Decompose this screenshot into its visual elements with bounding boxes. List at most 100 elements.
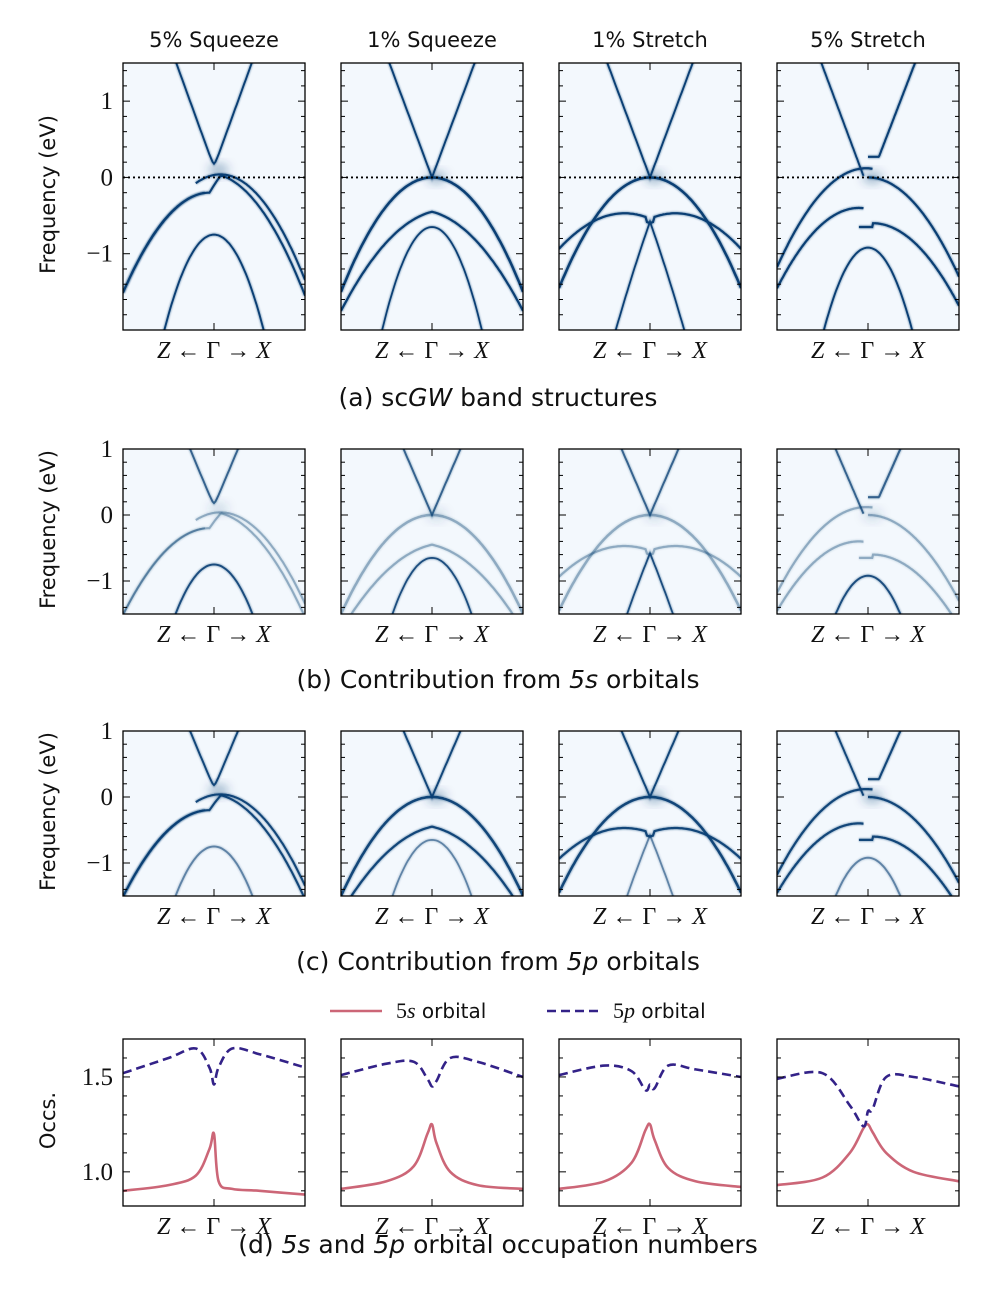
y-tick-label: 0 — [101, 502, 114, 529]
band-panel: Z ← Γ → X — [340, 448, 524, 648]
panel-background — [559, 449, 741, 614]
band-halo — [123, 526, 206, 614]
y-axis-label: Frequency (eV) — [36, 732, 60, 891]
gamma-glow — [208, 502, 229, 515]
gamma-glow — [426, 791, 447, 803]
band-line — [350, 543, 514, 614]
row-d: 1.5 1.0 Z ← Γ → X Z ← Γ → X Z ← Γ → X Z ← Γ →… — [36, 1038, 960, 1240]
column-title: 5% Stretch — [810, 28, 926, 52]
k-path-label: Z ← Γ → X — [375, 904, 490, 930]
band-line — [868, 731, 902, 781]
band-panel: 1 0 −1 Z ← Γ → X — [86, 718, 306, 930]
y-tick-label: 0 — [101, 164, 114, 191]
band-curves — [777, 731, 959, 896]
k-path-label: Z ← Γ → X — [157, 622, 272, 648]
band-line — [777, 787, 873, 876]
k-path-label: Z ← Γ → X — [811, 904, 926, 930]
legend-label: 5s orbital — [396, 998, 486, 1023]
legend: 5s orbital 5p orbital — [330, 998, 706, 1023]
y-tick-label: −1 — [86, 568, 113, 595]
band-panel: Z ← Γ → X — [340, 62, 524, 364]
k-path-label: Z ← Γ → X — [593, 1214, 708, 1240]
panel-caption: (d) 5s and 5p orbital occupation numbers — [238, 1230, 758, 1259]
series-5p-line — [776, 1070, 960, 1128]
series-5p-line — [122, 1046, 306, 1086]
panel-background — [341, 1039, 523, 1206]
band-line — [626, 832, 674, 896]
gamma-glow — [644, 509, 665, 521]
band-curves — [341, 731, 523, 896]
y-axis-label: Occs. — [36, 1092, 60, 1149]
band-panel: Z ← Γ → X — [776, 448, 960, 648]
band-line — [858, 553, 953, 614]
band-line — [391, 839, 473, 896]
band-line — [777, 822, 864, 894]
band-line — [123, 191, 206, 294]
band-line — [123, 527, 206, 614]
band-curves — [123, 731, 305, 896]
panel-background — [777, 63, 959, 330]
k-path-label: Z ← Γ → X — [157, 904, 272, 930]
panel-background — [559, 731, 741, 896]
y-tick-label: 1 — [101, 88, 114, 115]
band-line — [163, 233, 265, 330]
column-title: 1% Stretch — [592, 28, 708, 52]
band-line — [350, 825, 514, 896]
band-line — [123, 809, 206, 896]
band-curves — [123, 449, 305, 614]
y-axis-label: Frequency (eV) — [36, 115, 60, 274]
panel-background — [123, 449, 305, 614]
y-tick-label: 0 — [101, 784, 114, 811]
panel-background — [123, 63, 305, 330]
panel-background — [559, 63, 741, 330]
column-title: 5% Squeeze — [149, 28, 279, 52]
band-line — [868, 176, 959, 278]
band-panel: 1 0 −1 Z ← Γ → X — [86, 436, 306, 648]
band-halo — [858, 552, 954, 614]
band-halo — [349, 542, 515, 614]
k-path-label: Z ← Γ → X — [593, 622, 708, 648]
series-5p-line — [558, 1063, 742, 1092]
row-b: 1 0 −1 Z ← Γ → X Z ← Γ → X Z ← Γ → X Z ← Γ → X… — [36, 436, 960, 648]
band-line — [777, 167, 873, 268]
y-axis-label: Frequency (eV) — [36, 450, 60, 609]
band-panel: Z ← Γ → X — [558, 62, 742, 364]
series-5s-line — [122, 1131, 306, 1196]
band-curves — [341, 449, 523, 614]
gamma-glow — [862, 509, 883, 521]
k-path-label: Z ← Γ → X — [375, 622, 490, 648]
row-a: 1 0 −1 Z ← Γ → X Z ← Γ → X Z ← Γ → X Z ← Γ → X… — [36, 62, 960, 364]
k-path-label: Z ← Γ → X — [593, 904, 708, 930]
band-line — [868, 795, 959, 884]
band-line — [868, 449, 902, 499]
k-path-label: Z ← Γ → X — [811, 622, 926, 648]
band-curves — [777, 63, 959, 330]
k-path-label: Z ← Γ → X — [157, 338, 272, 364]
band-panel: Z ← Γ → X — [558, 448, 742, 648]
band-line — [175, 63, 253, 166]
k-path-label: Z ← Γ → X — [157, 1214, 272, 1240]
y-tick-label: 1.5 — [82, 1064, 113, 1091]
y-tick-label: −1 — [86, 850, 113, 877]
occupation-panel: Z ← Γ → X — [340, 1038, 524, 1240]
series-5s-line — [340, 1122, 524, 1191]
band-curves — [123, 63, 305, 330]
band-line — [868, 63, 917, 158]
band-panel: Z ← Γ → X — [776, 730, 960, 930]
band-line — [834, 449, 865, 515]
band-curves — [777, 449, 959, 614]
occupation-panel: Z ← Γ → X — [558, 1038, 742, 1240]
k-path-label: Z ← Γ → X — [375, 338, 490, 364]
panel-background — [123, 1039, 305, 1206]
band-line — [174, 563, 254, 614]
band-line — [614, 219, 686, 330]
band-line — [777, 540, 864, 612]
k-path-label: Z ← Γ → X — [811, 1214, 926, 1240]
band-line — [858, 835, 953, 896]
series-5s-line — [558, 1122, 742, 1191]
band-curves — [559, 449, 741, 614]
band-line — [777, 206, 864, 289]
y-tick-label: −1 — [86, 241, 113, 268]
y-tick-label: 1 — [101, 436, 114, 463]
